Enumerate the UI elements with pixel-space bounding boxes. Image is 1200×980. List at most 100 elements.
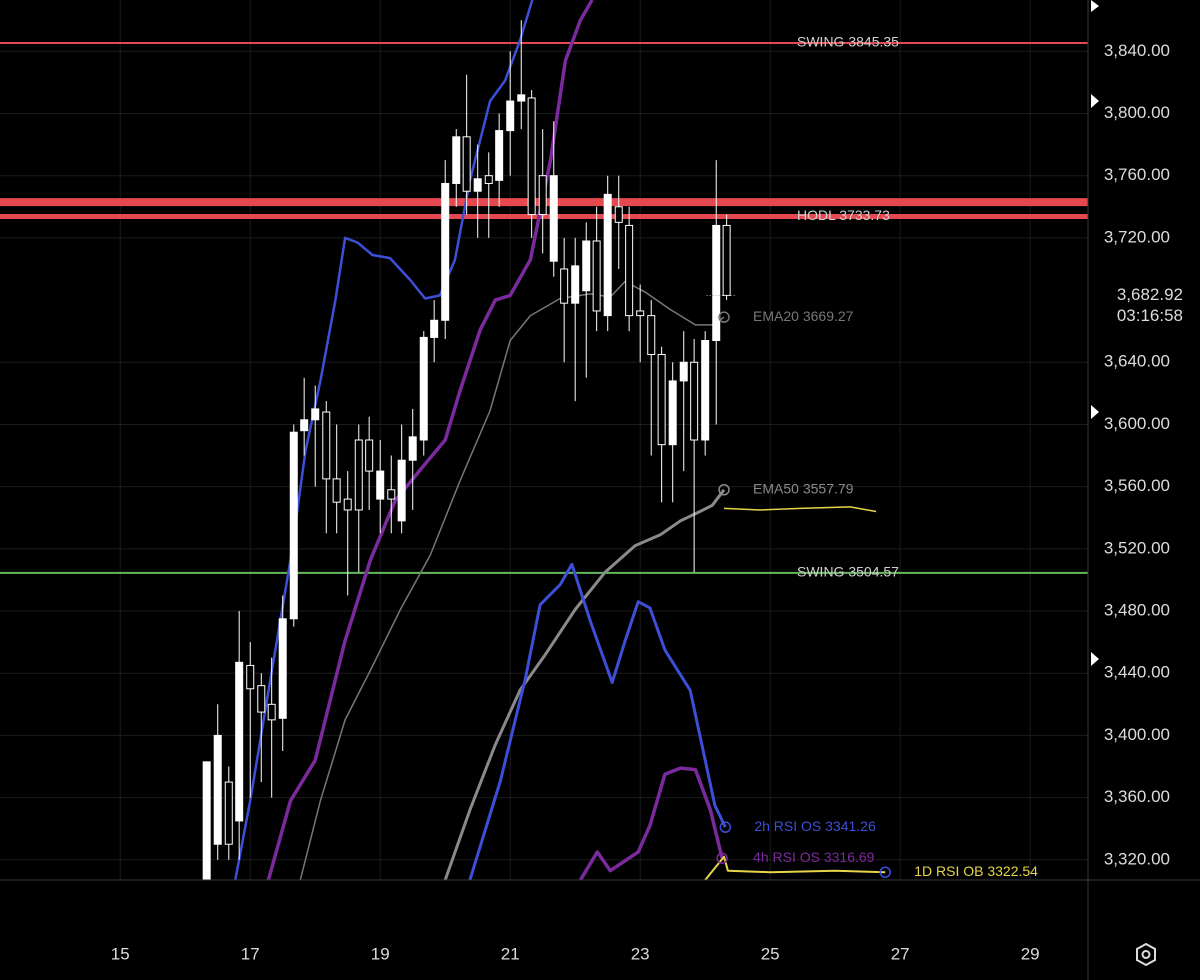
- candle-body: [278, 618, 287, 719]
- series-label: EMA50 3557.79: [753, 480, 854, 496]
- x-tick-label: 15: [111, 944, 130, 963]
- settings-button[interactable]: [1136, 942, 1156, 967]
- candle-body: [376, 470, 385, 500]
- series-end-marker: [718, 311, 730, 323]
- indicator-line: [443, 488, 726, 880]
- series-end-marker: [719, 821, 732, 833]
- candle-body: [690, 361, 699, 441]
- series-end-marker: [718, 484, 730, 496]
- level-label: SWING 3845.35: [797, 34, 899, 50]
- candle-body: [473, 178, 482, 192]
- candle-body: [614, 206, 623, 223]
- candle-body: [289, 431, 298, 620]
- y-tick-label: 3,480.00: [1104, 601, 1170, 620]
- candle-body: [603, 193, 612, 317]
- candle-body: [452, 136, 461, 184]
- candle-body: [517, 94, 526, 102]
- candle-body: [365, 439, 374, 472]
- candle-body: [636, 310, 645, 317]
- candle-body: [387, 489, 396, 500]
- candle-body: [441, 182, 450, 321]
- last-price-label: 3,682.92: [1117, 285, 1183, 304]
- series-end-marker: [716, 852, 728, 864]
- alert-marker: [1091, 94, 1099, 108]
- candle-body: [332, 478, 341, 503]
- y-tick-label: 3,760.00: [1104, 165, 1170, 184]
- candle-body: [322, 411, 331, 480]
- plot-area: [0, 0, 1088, 880]
- candle-body: [495, 130, 504, 181]
- candle-body: [462, 136, 471, 192]
- alert-marker: [1091, 405, 1099, 419]
- y-tick-label: 3,600.00: [1104, 414, 1170, 433]
- countdown-label: 03:16:58: [1117, 306, 1183, 325]
- candle-body: [202, 761, 211, 880]
- candle-body: [267, 703, 276, 721]
- candle-body: [549, 175, 558, 262]
- indicator-line: [723, 506, 877, 513]
- candle-body: [354, 439, 363, 511]
- candle-body: [592, 240, 601, 312]
- series-label: 2h RSI OS 3341.26: [754, 818, 876, 834]
- series-label: 4h RSI OS 3316.69: [753, 849, 875, 865]
- alert-marker: [1091, 652, 1099, 666]
- candle-body: [343, 498, 352, 511]
- y-tick-label: 3,360.00: [1104, 787, 1170, 806]
- candle-body: [300, 419, 309, 432]
- candle-body: [712, 224, 721, 341]
- candle-body: [311, 408, 320, 421]
- indicator-line: [704, 855, 886, 880]
- indicator-line: [468, 562, 727, 880]
- alert-marker: [1091, 0, 1099, 12]
- x-tick-label: 19: [371, 944, 390, 963]
- y-tick-label: 3,440.00: [1104, 663, 1170, 682]
- candle-body: [235, 661, 244, 822]
- candle-body: [668, 380, 677, 446]
- y-tick-label: 3,400.00: [1104, 725, 1170, 744]
- x-tick-label: 25: [761, 944, 780, 963]
- candle-body: [484, 175, 493, 184]
- candle-body: [213, 734, 222, 845]
- y-tick-label: 3,720.00: [1104, 227, 1170, 246]
- candle-body: [560, 268, 569, 304]
- candle-body: [679, 361, 688, 382]
- indicator-line: [266, 0, 594, 880]
- y-tick-label: 3,560.00: [1104, 476, 1170, 495]
- y-tick-label: 3,800.00: [1104, 103, 1170, 122]
- candle-body: [397, 459, 406, 522]
- candle-body: [224, 781, 233, 845]
- x-tick-label: 21: [501, 944, 520, 963]
- indicator-line: [578, 766, 724, 880]
- x-tick-label: 29: [1021, 944, 1040, 963]
- series-label: 1D RSI OB 3322.54: [914, 863, 1038, 879]
- candle-body: [722, 224, 731, 296]
- candle-body: [647, 315, 656, 355]
- x-tick-label: 17: [241, 944, 260, 963]
- candle-body: [506, 100, 515, 132]
- level-label: SWING 3504.57: [797, 564, 899, 580]
- candle-body: [419, 336, 428, 441]
- grid: [0, 0, 1088, 880]
- candle-body: [701, 339, 710, 441]
- candle-body: [527, 97, 536, 216]
- x-tick-label: 23: [631, 944, 650, 963]
- level-label: HODL 3733.73: [797, 207, 890, 223]
- candle-body: [408, 436, 417, 461]
- y-tick-label: 3,320.00: [1104, 849, 1170, 868]
- y-tick-label: 3,640.00: [1104, 352, 1170, 371]
- candle-body: [430, 319, 439, 338]
- candle-body: [246, 664, 255, 690]
- candle-body: [257, 685, 266, 713]
- candle-body: [582, 240, 591, 292]
- candle-body: [657, 353, 666, 446]
- series-label: EMA20 3669.27: [753, 308, 854, 324]
- axes: 3,320.00 3,360.00 3,400.00 3,440.00 3,480.00…: [111, 34, 1183, 964]
- x-tick-label: 27: [891, 944, 910, 963]
- candle-body: [538, 175, 547, 216]
- candle-body: [625, 224, 634, 317]
- y-tick-label: 3,840.00: [1104, 41, 1170, 60]
- series-end-marker: [879, 866, 891, 878]
- indicator-line: [299, 280, 725, 880]
